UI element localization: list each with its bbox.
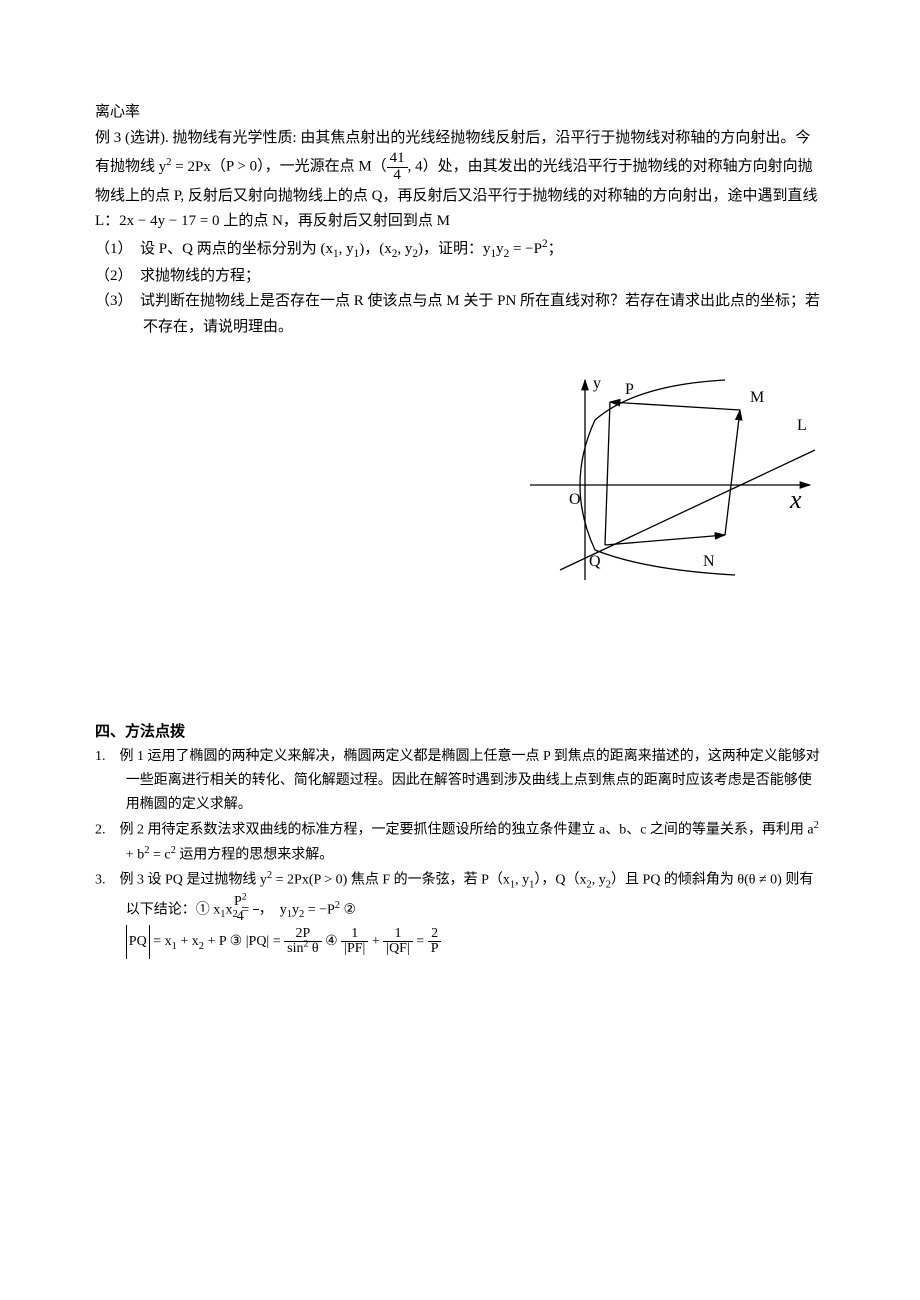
- svg-text:Q: Q: [589, 553, 601, 570]
- top-fragment: 离心率: [95, 100, 825, 126]
- m: = 2Px: [172, 159, 211, 175]
- svg-text:P: P: [625, 381, 634, 398]
- t: , y: [592, 873, 606, 888]
- t: )，证明：y: [418, 241, 491, 257]
- method-3: 3. 例 3 设 PQ 是过抛物线 y 2 = 2Px(P > 0) 焦点 F 的…: [95, 867, 825, 925]
- t: + x: [177, 934, 199, 949]
- t: 设 P、Q 两点的坐标分别为 (x: [140, 241, 333, 257]
- t: 例 1 运用了椭圆的两种定义来解决，椭圆两定义都是椭圆上任意一点 P 到焦点的距…: [120, 749, 820, 812]
- d: P: [428, 942, 442, 957]
- t: , y: [515, 873, 529, 888]
- sub-q1: （1） 设 P、Q 两点的坐标分别为 (x1, y1)，(x2, y2)，证明：…: [95, 235, 825, 264]
- t: = c: [149, 848, 170, 863]
- n: P: [234, 894, 242, 909]
- q-num: （1）: [95, 241, 125, 257]
- t: =: [416, 934, 427, 949]
- problem-block: 例 3 (选讲). 抛物线有光学性质: 由其焦点射出的光线经抛物线反射后，沿平行…: [95, 126, 825, 235]
- line-eq: 2x − 4y − 17 = 0: [119, 213, 219, 229]
- d: θ: [308, 941, 318, 956]
- method-1: 1. 例 1 运用了椭圆的两种定义来解决，椭圆两定义都是椭圆上任意一点 P 到焦…: [95, 745, 825, 816]
- t: ， y: [259, 902, 287, 917]
- t: 运用方程的思想来求解。: [176, 848, 334, 863]
- svg-text:L: L: [797, 417, 807, 434]
- svg-text:M: M: [750, 389, 764, 406]
- t: 试判断在抛物线上是否存在一点 R 使该点与点 M 关于 PN 所在直线对称？若存…: [140, 293, 820, 335]
- n: 3.: [95, 873, 120, 888]
- method-3-line2: PQ = x1 + x2 + P ③ |PQ| = 2Psin2 θ ④ 1|P…: [95, 925, 825, 959]
- t: = −P: [304, 902, 335, 917]
- txt: ，一光源在点 M（: [265, 159, 387, 175]
- t: )，(x: [359, 241, 392, 257]
- d: |QF|: [383, 942, 413, 957]
- n: 1: [383, 927, 413, 943]
- t: = 2Px(P > 0) 焦点 F 的一条弦，若 P（x: [272, 873, 510, 888]
- t: + b: [126, 848, 144, 863]
- t: y: [292, 902, 299, 917]
- t: +: [372, 934, 383, 949]
- t: 例 2 用待定系数法求双曲线的标准方程，一定要抓住题设所给的独立条件建立 a、b…: [120, 822, 814, 837]
- methods-heading: 四、方法点拨: [95, 720, 825, 746]
- optics-diagram: y P M L Ox Q N: [525, 370, 825, 590]
- n: 2: [428, 927, 442, 943]
- t: 例 3 设 PQ 是过抛物线 y: [120, 873, 267, 888]
- sub-q3: （3） 试判断在抛物线上是否存在一点 R 使该点与点 M 关于 PN 所在直线对…: [95, 289, 825, 340]
- txt: （P > 0）: [211, 159, 265, 175]
- t: y: [496, 241, 504, 257]
- s: 2: [242, 891, 247, 902]
- svg-text:N: N: [703, 553, 715, 570]
- figure-container: y P M L Ox Q N: [95, 370, 825, 600]
- den: 4: [387, 168, 408, 184]
- t: = −P: [509, 241, 542, 257]
- t: , y: [339, 241, 354, 257]
- method-2: 2. 例 2 用待定系数法求双曲线的标准方程，一定要抓住题设所给的独立条件建立 …: [95, 817, 825, 868]
- n: 1.: [95, 749, 120, 764]
- s: 2: [814, 820, 819, 831]
- d: sin: [287, 941, 303, 956]
- n: 2.: [95, 822, 120, 837]
- q-num: （2）: [95, 268, 125, 284]
- txt: 上的点 N，再反射后又射回到点 M: [220, 213, 450, 229]
- n: 1: [341, 927, 368, 943]
- t: ；: [548, 241, 563, 257]
- t: + P ③ |PQ| =: [204, 934, 284, 949]
- problem-heading: 例 3 (选讲).: [95, 130, 173, 146]
- t: ），Q（x: [534, 873, 586, 888]
- t: , y: [397, 241, 412, 257]
- t: ④: [325, 934, 341, 949]
- d: |PF|: [341, 942, 368, 957]
- t: ②: [340, 902, 356, 917]
- svg-text:O: O: [569, 491, 581, 508]
- q-num: （3）: [95, 293, 125, 309]
- svg-text:x: x: [789, 485, 802, 514]
- svg-text:y: y: [593, 375, 601, 392]
- t: x: [226, 902, 233, 917]
- num: 41: [387, 151, 408, 168]
- sub-q2: （2） 求抛物线的方程；: [95, 264, 825, 290]
- t: 求抛物线的方程；: [140, 268, 260, 284]
